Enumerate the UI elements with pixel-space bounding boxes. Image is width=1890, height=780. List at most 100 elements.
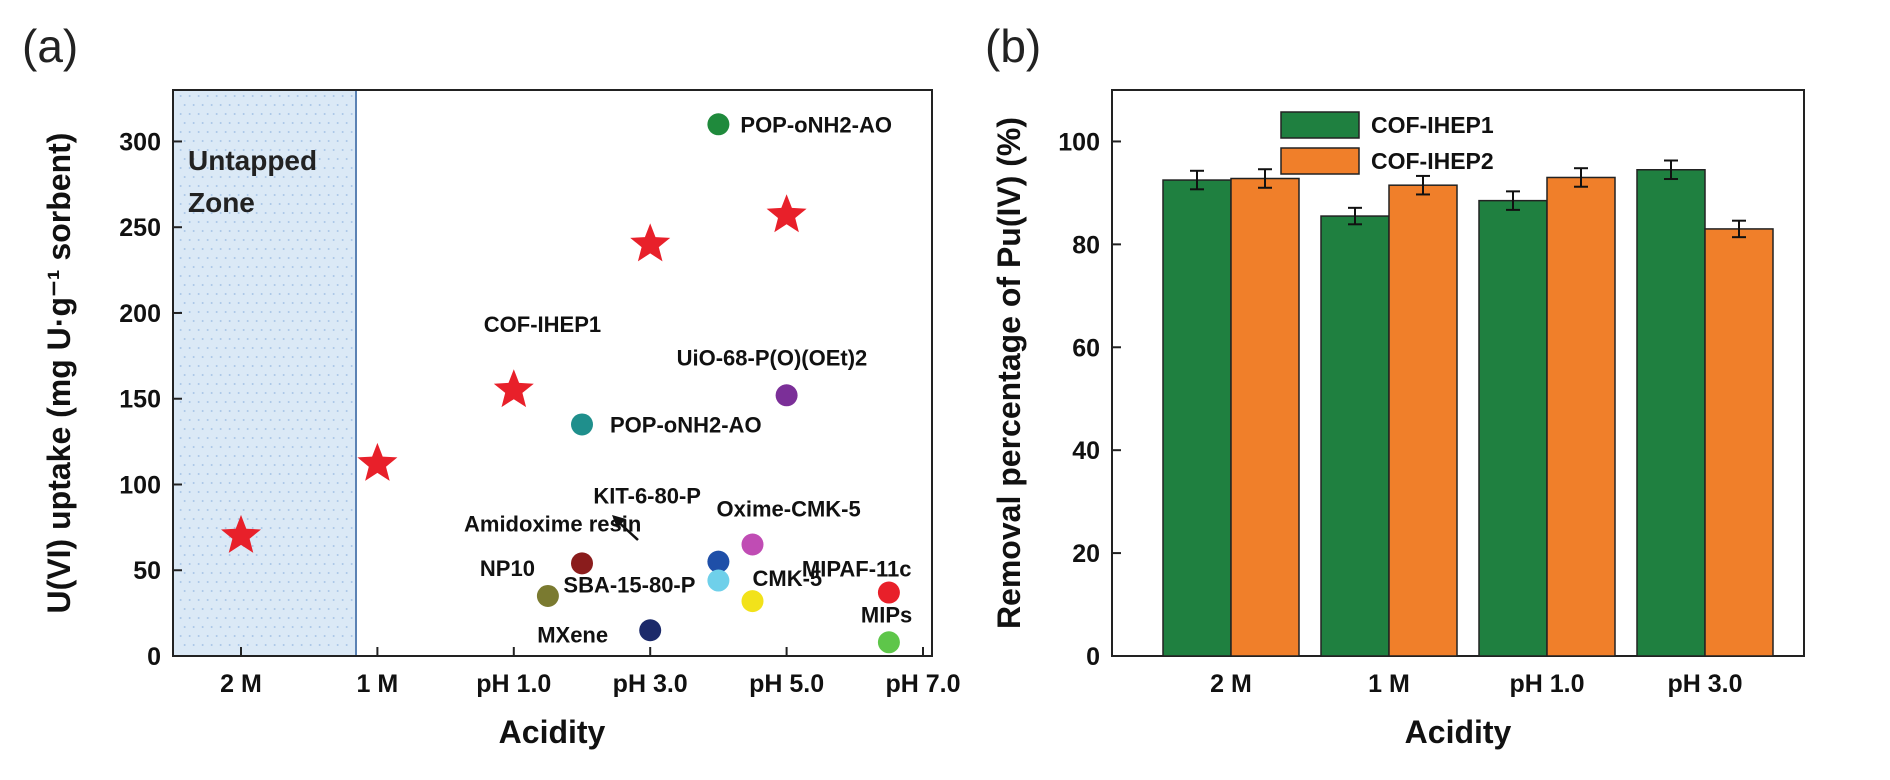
zone-dot	[197, 599, 200, 601]
zone-dot	[345, 140, 348, 142]
zone-dot	[224, 167, 227, 169]
zone-dot	[323, 527, 326, 529]
zone-dot	[255, 392, 258, 394]
zone-dot	[215, 473, 218, 475]
zone-dot	[332, 545, 335, 547]
zone-dot	[291, 410, 294, 412]
zone-dot	[332, 113, 335, 115]
zone-dot	[323, 293, 326, 295]
zone-dot	[206, 581, 209, 583]
zone-dot	[309, 428, 312, 430]
zone-dot	[201, 644, 204, 646]
zone-dot	[233, 455, 236, 457]
zone-dot	[291, 158, 294, 160]
zone-dot	[350, 257, 353, 259]
zone-dot	[287, 473, 290, 475]
untapped-zone-dots	[179, 95, 353, 646]
zone-dot	[309, 320, 312, 322]
zone-dot	[237, 392, 240, 394]
scatter-chart: Untapped Zone 0 50 100 150 200 250 300 2 M 1 M p…	[41, 89, 961, 750]
zone-dot	[291, 644, 294, 646]
zone-dot	[305, 599, 308, 601]
bar	[1636, 169, 1706, 657]
zone-dot	[269, 473, 272, 475]
zone-dot	[345, 212, 348, 214]
zone-dot	[183, 590, 186, 592]
zone-dot	[264, 428, 267, 430]
x-tick-label-b: pH 3.0	[1667, 670, 1742, 698]
zone-dot	[179, 419, 182, 421]
zone-dot	[282, 554, 285, 556]
zone-dot	[296, 545, 299, 547]
zone-dot	[215, 167, 218, 169]
zone-dot	[228, 122, 231, 124]
zone-dot	[219, 248, 222, 250]
zone-dot	[300, 356, 303, 358]
zone-dot	[273, 338, 276, 340]
zone-dot	[251, 185, 254, 187]
zone-dot	[206, 275, 209, 277]
zone-dot	[255, 320, 258, 322]
zone-dot	[264, 248, 267, 250]
zone-dot	[228, 626, 231, 628]
zone-dot	[251, 347, 254, 349]
y-axis-ticks-b: 0 20 40 60 80 100	[1058, 128, 1121, 671]
zone-dot	[305, 509, 308, 511]
zone-dot	[350, 545, 353, 547]
zone-dot	[197, 491, 200, 493]
zone-dot	[264, 482, 267, 484]
zone-dot	[215, 203, 218, 205]
zone-dot	[251, 293, 254, 295]
zone-dot	[273, 374, 276, 376]
zone-dot	[215, 581, 218, 583]
zone-dot	[327, 554, 330, 556]
zone-dot	[287, 401, 290, 403]
zone-dot	[273, 464, 276, 466]
zone-dot	[273, 536, 276, 538]
zone-dot	[251, 275, 254, 277]
zone-dot	[296, 473, 299, 475]
zone-dot	[287, 509, 290, 511]
zone-dot	[273, 428, 276, 430]
zone-dot	[224, 437, 227, 439]
zone-dot	[309, 554, 312, 556]
zone-dot	[345, 590, 348, 592]
zone-dot	[332, 491, 335, 493]
zone-dot	[282, 392, 285, 394]
zone-dot	[219, 140, 222, 142]
plot-frame-a	[172, 89, 933, 657]
zone-dot	[233, 419, 236, 421]
zone-dot	[197, 293, 200, 295]
zone-dot	[273, 284, 276, 286]
zone-dot	[242, 347, 245, 349]
zone-dot	[188, 257, 191, 259]
zone-dot	[341, 455, 344, 457]
zone-dot	[264, 518, 267, 520]
zone-dot	[201, 266, 204, 268]
zone-dot	[350, 221, 353, 223]
zone-dot	[332, 347, 335, 349]
zone-dot	[237, 320, 240, 322]
zone-dot	[215, 311, 218, 313]
point-label: NP10	[480, 556, 535, 581]
zone-dot	[336, 158, 339, 160]
zone-dot	[192, 626, 195, 628]
zone-dot	[282, 284, 285, 286]
zone-dot	[300, 104, 303, 106]
zone-dot	[183, 482, 186, 484]
zone-dot	[300, 158, 303, 160]
zone-dot	[260, 131, 263, 133]
zone-dot	[260, 329, 263, 331]
zone-dot	[242, 455, 245, 457]
zone-dot	[287, 221, 290, 223]
zone-dot	[255, 608, 258, 610]
zone-dot	[237, 518, 240, 520]
zone-dot	[296, 347, 299, 349]
zone-dot	[197, 95, 200, 97]
zone-dot	[323, 491, 326, 493]
zone-dot	[219, 626, 222, 628]
zone-dot	[300, 410, 303, 412]
zone-dot	[197, 401, 200, 403]
zone-dot	[341, 257, 344, 259]
zone-dot	[264, 554, 267, 556]
